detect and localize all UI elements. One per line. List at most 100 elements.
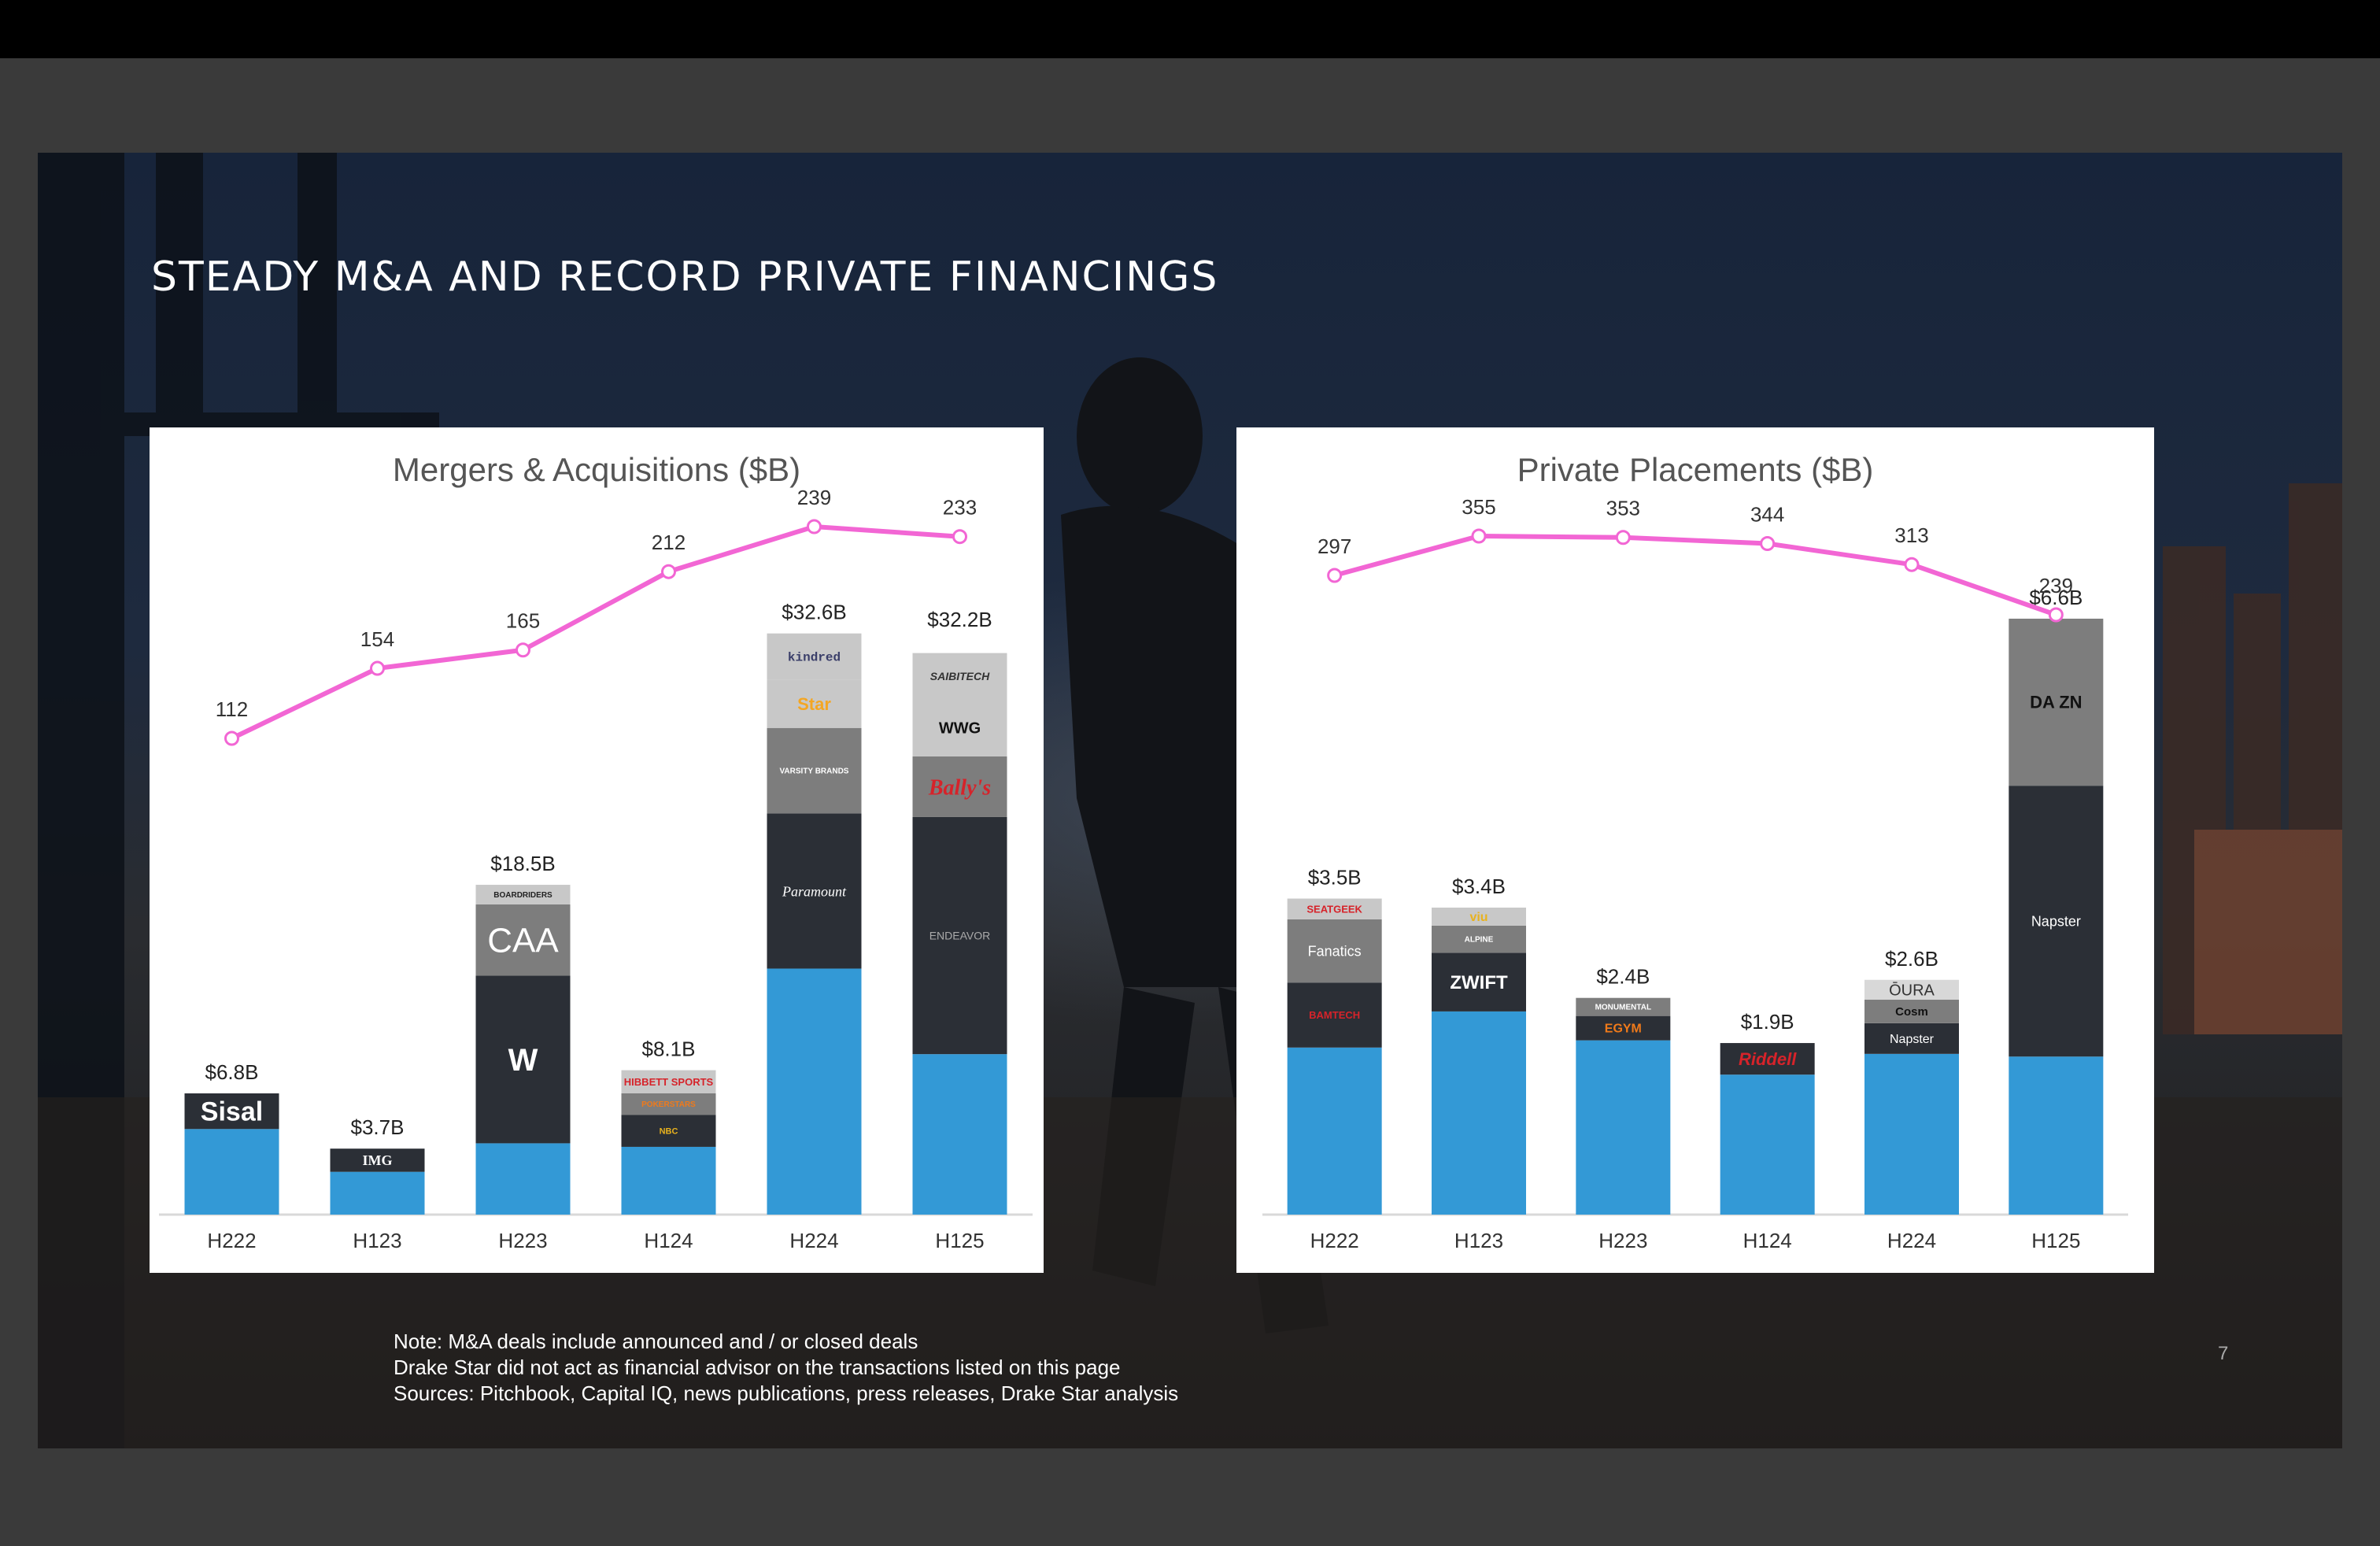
- note-line: Sources: Pitchbook, Capital IQ, news pub…: [394, 1381, 1179, 1405]
- line-value-label: 344: [1750, 502, 1784, 526]
- segment-logo-label: WWG: [939, 720, 981, 738]
- bar-segment: [621, 1146, 716, 1215]
- bar-segment: [475, 975, 571, 1144]
- segment-logo-label: CAA: [487, 922, 559, 960]
- category-label: H125: [2031, 1229, 2080, 1252]
- segment-logo-label: Bally's: [928, 775, 991, 800]
- bar-total-label: $6.8B: [205, 1060, 259, 1084]
- pp-chart-panel: Private Placements ($B) BAMTECH Fanatics S…: [1236, 427, 2154, 1273]
- bar-total-label: $3.4B: [1452, 875, 1506, 898]
- segment-logo-label: Sisal: [201, 1097, 263, 1127]
- segment-logo-label: Napster: [1890, 1033, 1935, 1046]
- bar-total-label: $32.2B: [927, 608, 992, 631]
- segment-logo-label: HIBBETT SPORTS: [624, 1076, 714, 1088]
- segment-logo-label: Paramount: [782, 883, 847, 899]
- line-value-label: 154: [360, 627, 394, 651]
- category-label: H222: [1310, 1229, 1359, 1252]
- category-label: H222: [207, 1229, 256, 1252]
- segment-logo-label: SEATGEEK: [1306, 903, 1362, 915]
- bar-segment: [1432, 1011, 1526, 1215]
- line-point: [807, 519, 822, 534]
- bar-total-label: $2.4B: [1596, 965, 1650, 989]
- ma-chart-title: Mergers & Acquisitions ($B): [392, 451, 801, 488]
- segment-logo-label: BAMTECH: [1309, 1009, 1360, 1021]
- line-point: [2048, 607, 2064, 623]
- line-point: [1904, 557, 1920, 572]
- segment-logo-label: Cosm: [1895, 1005, 1928, 1019]
- deal-count-line: [1333, 533, 2057, 617]
- bar-segment: [912, 653, 1007, 700]
- bar-segment: [621, 1093, 716, 1115]
- bar-segment: [1432, 925, 1526, 953]
- segment-logo-label: BOARDRIDERS: [493, 891, 552, 900]
- bar-segment: [475, 885, 571, 904]
- segment-logo-label: DA ZN: [2030, 693, 2082, 712]
- category-label: H123: [1454, 1229, 1503, 1252]
- bar-segment: [1287, 919, 1382, 983]
- segment-logo-label: EGYM: [1605, 1023, 1642, 1036]
- line-point: [661, 564, 676, 579]
- ma-chart: Sisal $6.8B H222 IMG $3.7B H123 W CAA BOARDRIDER…: [159, 486, 1033, 1252]
- deal-count-line: [231, 523, 960, 741]
- segment-logo-label: ZWIFT: [1450, 972, 1508, 993]
- bar-total-label: $3.7B: [351, 1115, 405, 1139]
- bar-segment: [330, 1171, 425, 1215]
- bar-segment: [1576, 1040, 1671, 1215]
- bar-total-label: $8.1B: [642, 1037, 696, 1061]
- segment-logo-label: ŌURA: [1889, 981, 1935, 999]
- bar-segment: [912, 816, 1007, 1055]
- bar-segment: [1432, 908, 1526, 926]
- bar-total-label: $2.6B: [1885, 947, 1938, 971]
- bar-segment: [621, 1070, 716, 1093]
- line-point: [1327, 568, 1343, 583]
- segment-logo-label: IMG: [363, 1152, 393, 1168]
- page-number: 7: [2218, 1343, 2229, 1364]
- line-point: [1471, 528, 1487, 544]
- bar-segment: [1864, 1023, 1959, 1054]
- bar-segment: [1720, 1074, 1815, 1215]
- segment-logo-label: NBC: [660, 1126, 678, 1136]
- category-label: H224: [1887, 1229, 1936, 1252]
- segment-logo-label: MONUMENTAL: [1595, 1004, 1651, 1012]
- bar-segment: [1864, 1000, 1959, 1023]
- line-value-label: 233: [943, 496, 977, 520]
- segment-logo-label: Napster: [2031, 914, 2081, 930]
- bar-segment: [767, 813, 862, 969]
- line-value-label: 165: [506, 609, 540, 633]
- category-label: H125: [935, 1229, 984, 1252]
- note-line: Drake Star did not act as financial advi…: [394, 1356, 1121, 1379]
- bar-segment: [912, 756, 1007, 817]
- line-value-label: 355: [1462, 495, 1495, 519]
- note-line: Note: M&A deals include announced and / …: [394, 1330, 918, 1353]
- bar-segment: [1576, 1015, 1671, 1041]
- line-point: [516, 642, 530, 658]
- bar-segment: [1432, 952, 1526, 1012]
- line-value-label: 353: [1606, 497, 1640, 520]
- bar-total-label: $3.5B: [1308, 866, 1362, 890]
- line-point: [952, 529, 967, 545]
- segment-logo-label: ENDEAVOR: [929, 929, 991, 941]
- bar-segment: [1864, 979, 1959, 1000]
- bar-segment: [184, 1129, 279, 1215]
- segment-logo-label: SAIBITECH: [930, 670, 990, 682]
- bar-segment: [1720, 1043, 1815, 1075]
- bar-segment: [1287, 1047, 1382, 1215]
- slide-title: STEADY M&A AND RECORD PRIVATE FINANCINGS: [151, 253, 1219, 301]
- bar-segment: [621, 1115, 716, 1147]
- bar-segment: [912, 1054, 1007, 1215]
- segment-logo-label: Fanatics: [1308, 943, 1362, 959]
- bar-segment: [1287, 898, 1382, 919]
- line-value-label: 239: [2039, 574, 2073, 597]
- city-skyline: [2163, 483, 2342, 1034]
- bar-segment: [767, 727, 862, 814]
- segment-logo-label: Star: [797, 694, 831, 714]
- line-point: [1615, 530, 1631, 546]
- bar-segment: [767, 633, 862, 680]
- slide: STEADY M&A AND RECORD PRIVATE FINANCINGS…: [38, 153, 2342, 1448]
- footnotes: Note: M&A deals include announced and / …: [394, 1329, 1178, 1407]
- bar-segment: [475, 1143, 571, 1215]
- segment-logo-label: POKERSTARS: [641, 1100, 696, 1109]
- bar-segment: [475, 904, 571, 976]
- line-value-label: 239: [797, 486, 831, 509]
- pp-chart: BAMTECH Fanatics SEATGEEK $3.5B H222 ZWIFT ALP…: [1262, 495, 2128, 1252]
